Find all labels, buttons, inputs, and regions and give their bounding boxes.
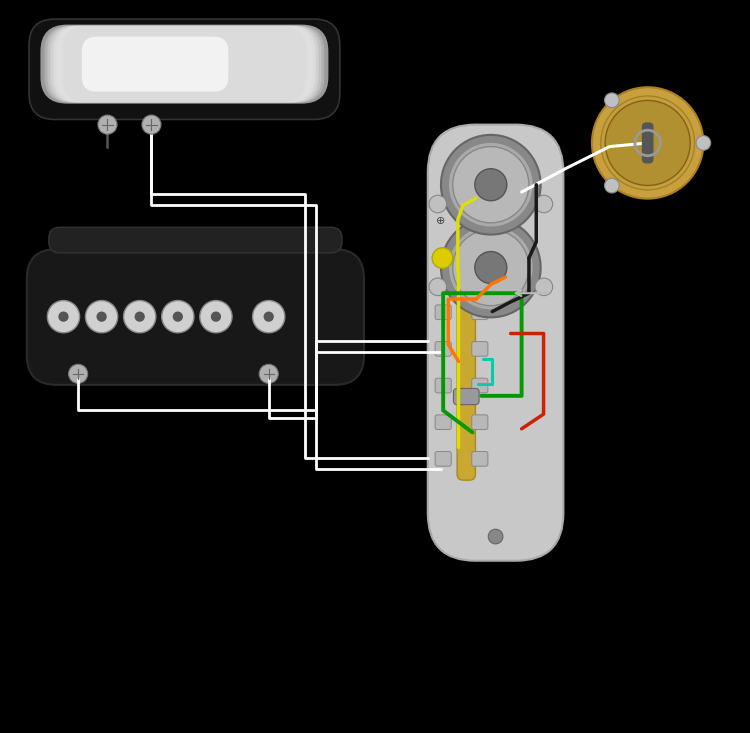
Circle shape [604, 178, 619, 193]
Circle shape [475, 251, 507, 284]
FancyBboxPatch shape [56, 26, 313, 103]
Circle shape [263, 312, 274, 322]
Circle shape [441, 218, 541, 317]
FancyBboxPatch shape [427, 125, 563, 561]
Circle shape [172, 312, 183, 322]
Circle shape [605, 100, 690, 185]
FancyBboxPatch shape [82, 37, 229, 92]
Circle shape [124, 301, 156, 333]
FancyBboxPatch shape [49, 227, 342, 253]
Text: ⊕: ⊕ [436, 216, 445, 226]
Circle shape [68, 364, 88, 383]
Circle shape [211, 312, 221, 322]
Circle shape [429, 195, 446, 213]
FancyBboxPatch shape [41, 26, 327, 103]
FancyBboxPatch shape [642, 122, 653, 163]
FancyBboxPatch shape [472, 305, 488, 320]
FancyBboxPatch shape [59, 26, 310, 103]
Circle shape [58, 312, 68, 322]
Circle shape [604, 93, 619, 108]
FancyBboxPatch shape [53, 26, 316, 103]
Circle shape [448, 225, 533, 310]
Circle shape [453, 147, 529, 223]
Circle shape [696, 136, 711, 150]
Circle shape [260, 364, 278, 383]
Circle shape [475, 169, 507, 201]
Circle shape [448, 142, 533, 227]
Circle shape [535, 195, 553, 213]
Circle shape [142, 115, 161, 134]
FancyBboxPatch shape [435, 415, 451, 430]
Circle shape [453, 229, 529, 306]
Circle shape [134, 312, 145, 322]
Circle shape [200, 301, 232, 333]
FancyBboxPatch shape [50, 26, 319, 103]
FancyBboxPatch shape [454, 388, 479, 405]
FancyBboxPatch shape [472, 415, 488, 430]
Circle shape [432, 248, 453, 268]
Circle shape [253, 301, 285, 333]
FancyBboxPatch shape [44, 26, 325, 103]
FancyBboxPatch shape [27, 249, 364, 385]
Circle shape [592, 87, 703, 199]
FancyBboxPatch shape [47, 26, 322, 103]
Circle shape [97, 312, 106, 322]
FancyBboxPatch shape [435, 305, 451, 320]
Circle shape [86, 301, 118, 333]
FancyBboxPatch shape [435, 342, 451, 356]
FancyBboxPatch shape [435, 378, 451, 393]
Circle shape [488, 529, 503, 544]
FancyBboxPatch shape [457, 301, 476, 480]
FancyBboxPatch shape [472, 452, 488, 466]
FancyBboxPatch shape [472, 378, 488, 393]
Circle shape [488, 141, 503, 156]
FancyBboxPatch shape [472, 342, 488, 356]
Circle shape [601, 96, 694, 190]
Circle shape [441, 135, 541, 235]
Circle shape [98, 115, 117, 134]
Circle shape [429, 278, 446, 295]
FancyBboxPatch shape [435, 452, 451, 466]
Circle shape [162, 301, 194, 333]
FancyBboxPatch shape [62, 26, 307, 103]
Circle shape [535, 278, 553, 295]
FancyBboxPatch shape [29, 19, 340, 119]
Circle shape [47, 301, 80, 333]
